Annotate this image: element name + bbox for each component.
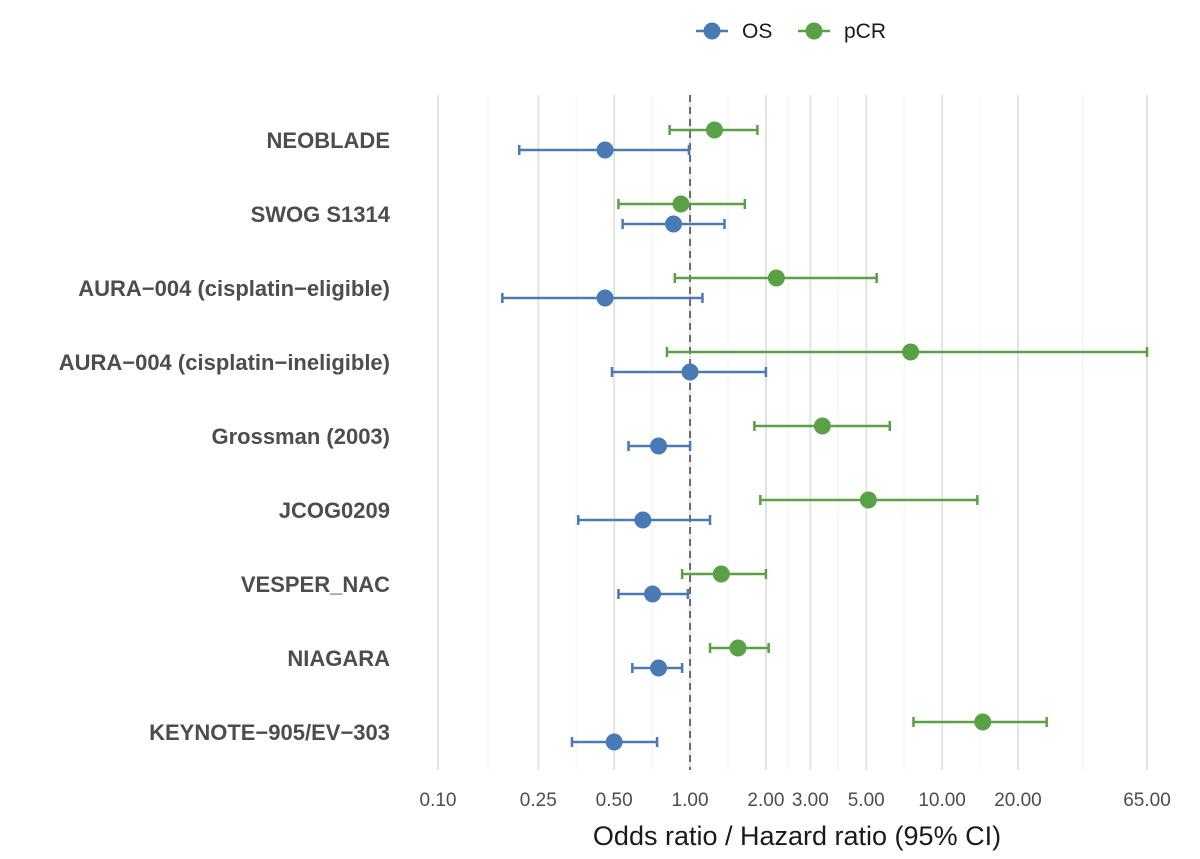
os-point — [681, 363, 699, 381]
os-interval — [501, 289, 704, 307]
x-tick-label: 3.00 — [792, 790, 829, 811]
pcr-interval — [708, 639, 770, 657]
pcr-interval — [912, 713, 1048, 731]
pcr-interval — [680, 565, 768, 583]
x-tick-label: 2.00 — [747, 790, 784, 811]
os-point — [665, 215, 683, 233]
os-point — [650, 659, 668, 677]
x-axis-title: Odds ratio / Hazard ratio (95% CI) — [593, 821, 1001, 851]
legend-label: pCR — [844, 20, 886, 43]
legend-item: OS — [696, 20, 772, 43]
pcr-interval — [665, 343, 1149, 361]
study-label: KEYNOTE−905/EV−303 — [149, 720, 390, 745]
os-interval — [610, 363, 768, 381]
os-point — [596, 289, 614, 307]
pcr-interval — [668, 121, 759, 139]
x-tick-label: 5.00 — [848, 790, 885, 811]
os-point — [596, 141, 614, 159]
os-interval — [617, 585, 690, 603]
os-interval — [517, 141, 691, 159]
pcr-point — [672, 195, 690, 213]
study-label: Grossman (2003) — [211, 424, 390, 449]
pcr-point — [813, 417, 831, 435]
os-interval — [576, 511, 712, 529]
grid-lines — [437, 95, 1148, 770]
pcr-interval — [753, 417, 892, 435]
pcr-interval — [673, 269, 878, 287]
pcr-point — [705, 121, 723, 139]
legend-label: OS — [742, 20, 772, 43]
x-axis-ticks: 0.10 0.25 0.50 1.00 2.00 3.00 5.00 10.00 20.00 65… — [420, 790, 1171, 811]
legend-item: pCR — [798, 20, 886, 43]
pcr-point — [712, 565, 730, 583]
os-interval — [621, 215, 726, 233]
study-label: AURA−004 (cisplatin−ineligible) — [59, 350, 390, 375]
pcr-point — [767, 269, 785, 287]
pcr-point — [902, 343, 920, 361]
legend: OS pCR — [696, 20, 886, 43]
os-point — [634, 511, 652, 529]
x-tick-label: 0.10 — [420, 790, 457, 811]
study-label: AURA−004 (cisplatin−eligible) — [78, 276, 390, 301]
chart-marks — [501, 121, 1149, 751]
study-labels: NEOBLADE SWOG S1314 AURA−004 (cisplatin−el… — [59, 128, 391, 745]
os-point — [605, 733, 623, 751]
legend-marker — [805, 22, 823, 40]
pcr-interval — [759, 491, 979, 509]
study-label: NEOBLADE — [267, 128, 390, 153]
x-tick-label: 10.00 — [918, 790, 966, 811]
study-label: JCOG0209 — [279, 498, 390, 523]
pcr-point — [729, 639, 747, 657]
study-label: NIAGARA — [287, 646, 390, 671]
x-tick-label: 0.25 — [520, 790, 557, 811]
x-tick-label: 1.00 — [672, 790, 709, 811]
x-tick-label: 0.50 — [596, 790, 633, 811]
study-label: SWOG S1314 — [251, 202, 391, 227]
pcr-point — [974, 713, 992, 731]
x-tick-label: 65.00 — [1123, 790, 1171, 811]
os-interval — [627, 437, 692, 455]
os-point — [644, 585, 662, 603]
legend-marker — [703, 22, 721, 40]
os-interval — [631, 659, 684, 677]
study-label: VESPER_NAC — [241, 572, 390, 597]
pcr-point — [859, 491, 877, 509]
os-interval — [570, 733, 659, 751]
x-tick-label: 20.00 — [994, 790, 1042, 811]
os-point — [650, 437, 668, 455]
pcr-interval — [617, 195, 747, 213]
